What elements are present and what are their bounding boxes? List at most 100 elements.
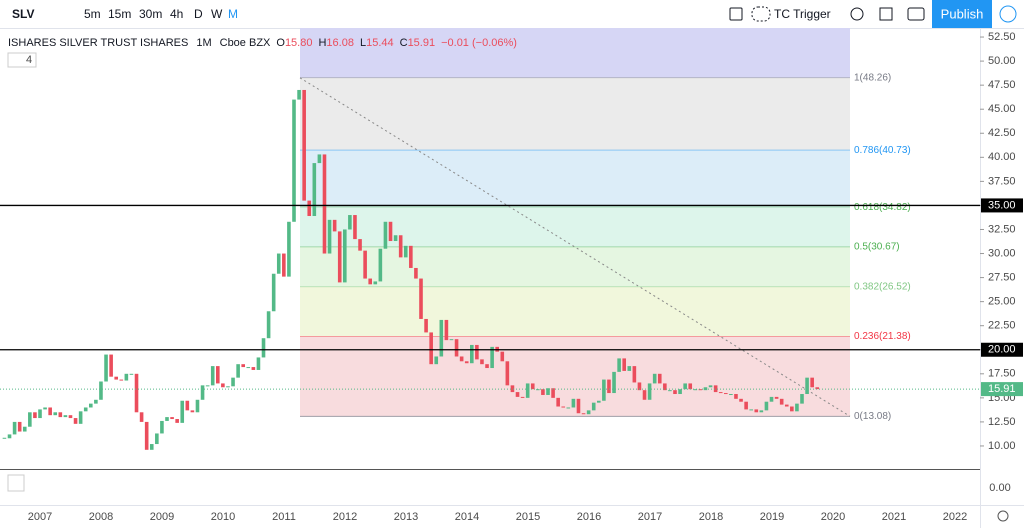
candle-body: [383, 221, 388, 249]
candle-body: [175, 419, 179, 423]
x-tick-label: 2018: [699, 511, 723, 523]
candle-body: [490, 346, 494, 369]
candle-body: [124, 373, 129, 381]
y-tick-label: 10.00: [988, 440, 1016, 452]
y-tick-label: 45.00: [988, 103, 1016, 115]
candle-body: [485, 364, 489, 369]
candle-body: [261, 338, 266, 358]
candle-body: [515, 392, 520, 397]
interval-button[interactable]: 15m: [108, 7, 131, 21]
y-tick-label: 12.50: [988, 416, 1016, 428]
indicator-button[interactable]: TC Trigger: [774, 7, 831, 21]
price-tag-label: 35.00: [988, 199, 1016, 211]
toolbar: [0, 0, 1024, 28]
interval-button[interactable]: D: [194, 7, 203, 21]
candle-body: [434, 356, 439, 365]
candle-body: [810, 377, 814, 388]
indicators-toggle[interactable]: [7, 52, 37, 68]
candle-body: [663, 383, 667, 391]
axis-settings[interactable]: [997, 510, 1009, 522]
x-tick-label: 2020: [821, 511, 845, 523]
candle-body: [652, 373, 657, 384]
candle-body: [343, 229, 347, 283]
candle-body: [647, 383, 652, 400]
candle-body: [353, 215, 357, 240]
y-tick-label: 25.00: [988, 296, 1016, 308]
candle-body: [500, 351, 505, 362]
candle-body: [470, 344, 474, 364]
candle-body: [444, 319, 449, 341]
y-tick-label: 37.50: [988, 175, 1016, 187]
stream-icon[interactable]: [999, 5, 1017, 23]
candle-body: [317, 154, 322, 164]
snapshot-icon[interactable]: [907, 7, 925, 21]
candle-body: [170, 417, 174, 420]
x-tick-label: 2013: [394, 511, 418, 523]
interval-button[interactable]: 30m: [139, 7, 162, 21]
candle-body: [541, 389, 545, 395]
fib-band: [300, 150, 850, 208]
candle-body: [439, 319, 444, 357]
settings-icon[interactable]: [850, 7, 864, 21]
interval-button[interactable]: 5m: [84, 7, 101, 21]
cloud-icon[interactable]: [751, 6, 771, 22]
candle-body: [231, 377, 235, 387]
publish-label[interactable]: Publish: [941, 6, 984, 21]
candle-body: [149, 444, 154, 450]
candle-body: [713, 385, 718, 393]
candle-body: [764, 401, 769, 411]
price-tag-label: 20.00: [988, 344, 1016, 356]
candle-body: [556, 397, 560, 407]
legend-ohlc-key: O: [276, 37, 285, 49]
legend-ohlc-key: L: [360, 37, 366, 49]
indicator-count[interactable]: 4: [26, 54, 32, 66]
legend-change: −0.01 (−0.06%): [441, 37, 517, 49]
y-tick-label: 27.50: [988, 271, 1016, 283]
candle-body: [337, 231, 342, 283]
candle-body: [216, 366, 220, 384]
legend-ohlc-value: 16.08: [326, 37, 354, 49]
candle-body: [398, 235, 403, 258]
candle-body: [129, 373, 134, 375]
symbol[interactable]: SLV: [12, 7, 34, 21]
candle-body: [78, 411, 83, 424]
y-tick-label: 32.50: [988, 223, 1016, 235]
candle-body: [566, 407, 571, 409]
compare-icon[interactable]: [729, 7, 743, 21]
candle-body: [429, 332, 433, 365]
candle-body: [332, 219, 337, 232]
candle-body: [749, 409, 753, 411]
candle-body: [2, 437, 7, 439]
publish-button[interactable]: [932, 0, 992, 28]
candle-body: [403, 245, 408, 258]
candle-body: [68, 415, 73, 419]
candle-body: [800, 394, 804, 404]
price-tag: [981, 198, 1023, 213]
fullscreen-icon[interactable]: [879, 7, 893, 21]
candle-body: [683, 383, 687, 390]
interval-button[interactable]: M: [228, 7, 238, 21]
candle-body: [251, 367, 256, 370]
candle-body: [185, 400, 190, 411]
candle-body: [378, 248, 383, 282]
candle-body: [586, 410, 591, 415]
interval-button[interactable]: 4h: [170, 7, 183, 21]
candle-body: [7, 434, 12, 439]
candle-body: [612, 371, 616, 394]
candle-body: [195, 399, 200, 413]
expand-button[interactable]: [7, 474, 25, 492]
y-tick-label: 22.50: [988, 320, 1016, 332]
candle-body: [464, 361, 469, 364]
candle-body: [571, 398, 576, 408]
candle-body: [83, 407, 88, 412]
candle-body: [256, 357, 261, 370]
candle-body: [718, 392, 723, 394]
y-tick-label: 40.00: [988, 151, 1016, 163]
candle-body: [114, 376, 118, 380]
candle-body: [109, 354, 113, 377]
candle-body: [754, 409, 759, 413]
candle-body: [266, 311, 271, 339]
interval-button[interactable]: W: [211, 7, 223, 21]
x-tick-label: 2010: [211, 511, 235, 523]
